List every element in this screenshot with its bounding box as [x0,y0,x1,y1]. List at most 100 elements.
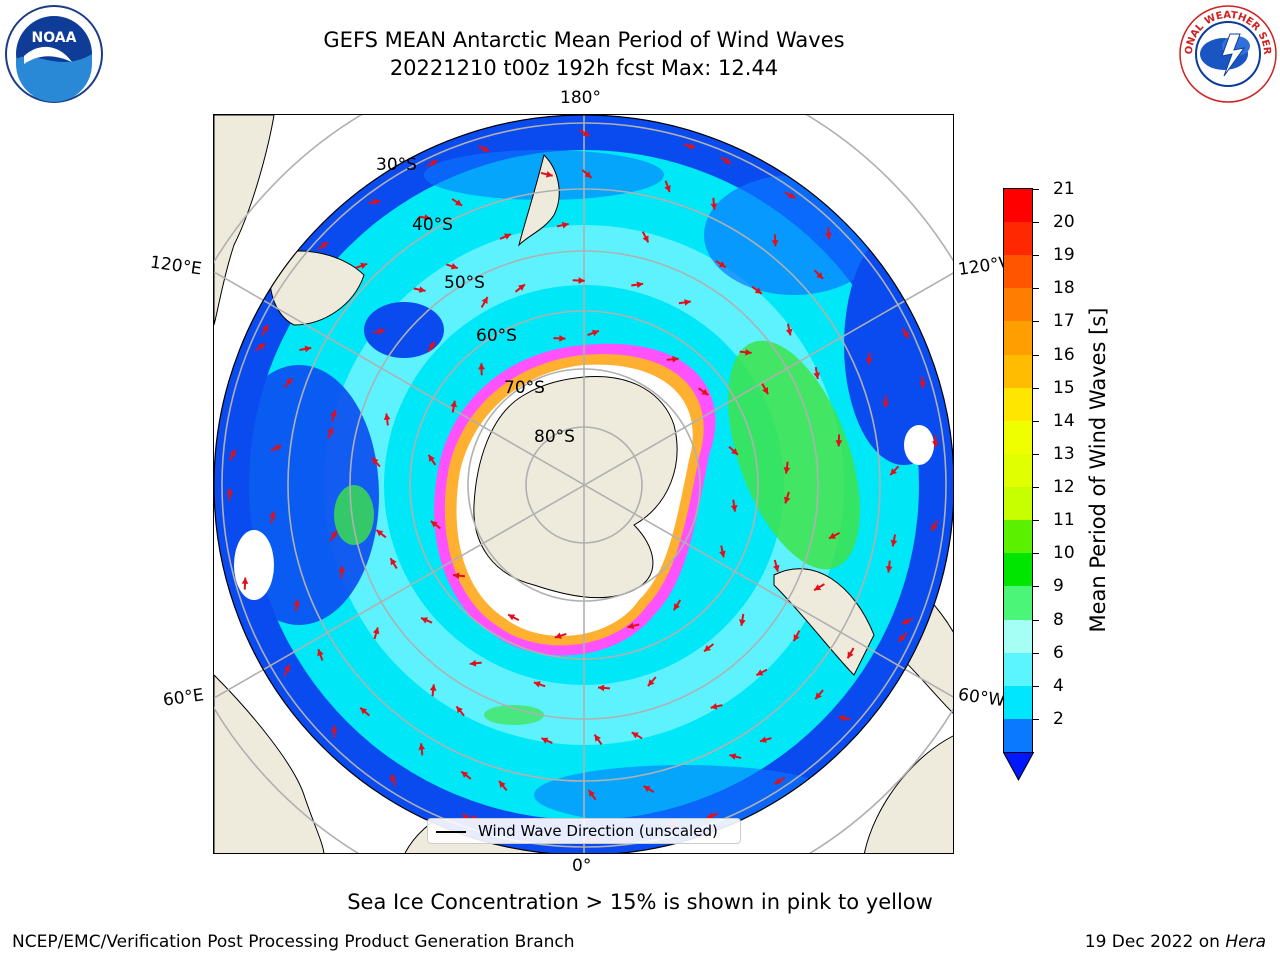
wind-wave-arrow-head [499,781,506,788]
colorbar-tick-mark [1033,718,1039,720]
wind-wave-arrow-head [730,505,738,512]
colorbar-tick-label: 18 [1053,278,1075,299]
wind-wave-arrow-head [701,388,709,396]
map-legend: Wind Wave Direction (unscaled) [427,818,741,844]
wind-wave-arrow-head [390,774,397,782]
footer-branch: NCEP/EMC/Verification Post Processing Pr… [12,932,575,952]
wind-wave-arrow-head [825,232,832,240]
colorbar-tick-label: 12 [1053,477,1075,498]
wind-wave-arrow-head [704,644,711,652]
wind-wave-arrow-head [327,427,334,435]
wind-wave-arrow-head [706,812,714,819]
wind-wave-arrow-head [793,634,800,642]
wind-wave-arrow-head [478,363,485,370]
wind-wave-arrow-head [932,441,939,448]
wind-wave-arrow-head [428,341,435,349]
polar-map: 30°S 40°S 50°S 60°S 70°S 80°S [213,114,954,854]
wind-wave-arrow-head [814,584,822,591]
colorbar-tick-mark [1033,420,1039,422]
wind-wave-arrow-head [455,199,463,206]
colorbar-tick-label: 14 [1053,410,1075,431]
wind-wave-arrow-head [578,277,585,284]
wind-wave-arrow-head [636,281,644,288]
wind-wave-arrow-head [719,550,726,558]
wind-wave-arrow-head [456,706,463,714]
colorbar-tick-label: 17 [1053,311,1075,332]
lat-label-80s: 80°S [534,427,575,447]
footer-date-text: 19 Dec 2022 on [1084,932,1226,952]
graticule [214,115,953,853]
wind-wave-arrow-head [293,599,300,607]
colorbar-tick-label: 8 [1053,609,1064,630]
colorbar-tick-mark [1033,619,1039,621]
wind-wave-arrow-head [274,445,282,452]
wind-wave-arrow-head [330,725,338,732]
colorbar-segment [1004,189,1032,223]
colorbar-segment [1004,387,1032,422]
wind-wave-arrow-head [739,619,746,626]
wind-wave-arrow-head [330,531,337,538]
colorbar-tick-mark [1033,321,1039,323]
wind-wave-arrow-head [672,355,679,363]
lat-label-70s: 70°S [504,378,545,398]
wind-wave-arrow-head [504,233,512,240]
wind-wave-arrow-head [383,413,391,420]
wind-wave-arrow-head [643,786,651,793]
wind-wave-arrow-head [664,185,671,193]
wind-wave-arrow-head [898,634,906,642]
wind-wave-arrow-head [424,214,431,221]
wind-wave-arrow-head [729,753,737,760]
wind-wave-arrow-head [762,387,769,395]
wind-wave-arrow-head [828,532,836,539]
wind-wave-arrow-head [816,272,824,279]
wind-wave-arrow-head [262,324,268,332]
wind-wave-arrow-head [783,496,791,504]
wind-wave-arrow-head [902,618,910,625]
polar-map-canvas: 30°S 40°S 50°S 60°S 70°S 80°S [214,115,953,853]
colorbar-segment [1004,255,1032,289]
wind-wave-arrow-head [376,529,384,537]
wind-wave-arrow-head [594,734,601,742]
wind-wave-arrow-head [561,221,569,229]
colorbar-segment [1004,520,1032,554]
colorbar-tick-label: 19 [1053,245,1075,266]
wind-wave-arrow-head [371,457,379,465]
wind-wave-arrow-head [783,467,791,474]
wind-wave-arrow-head [269,511,276,519]
wind-wave-arrow-head [508,614,516,621]
wind-wave-arrow-head [429,684,437,691]
colorbar-tick-mark [1033,520,1039,522]
wind-wave-arrow-head [450,263,458,270]
wind-wave-arrow-head [360,262,368,270]
wind-wave-arrow-head [559,335,566,342]
lon-label-60e: 60°E [161,685,206,711]
colorbar-segment [1004,652,1032,687]
wind-wave-arrow-head [533,681,541,688]
colorbar-tick-mark [1033,487,1039,489]
colorbar-tick-mark [1033,387,1039,389]
wind-wave-arrow-head [597,684,605,692]
wind-wave-arrow-head [731,448,738,455]
legend-line-swatch [436,831,466,833]
wind-wave-arrow-head [317,649,324,657]
colorbar-segment [1004,718,1032,753]
wind-wave-arrow-head [902,331,909,339]
wind-wave-arrow-head [885,566,893,573]
wind-wave-arrow-head [647,679,655,687]
wind-wave-arrow-head [627,622,635,630]
wind-wave-arrow-head [541,737,549,744]
wind-wave-arrow-head [588,790,596,797]
wind-wave-arrow-head [631,732,639,739]
wind-wave-arrow-head [373,198,381,206]
wind-wave-arrow-head [378,328,385,335]
wind-wave-arrow-head [642,235,649,243]
wind-wave-arrow-head [788,192,796,199]
wind-wave-arrow-head [759,736,767,743]
colorbar-tick-label: 16 [1053,344,1075,365]
wind-wave-arrow-head [338,566,345,573]
wind-wave-arrow-head [774,777,782,784]
colorbar-tick-label: 6 [1053,642,1064,663]
wind-wave-arrow-head [931,524,938,532]
new-zealand [518,154,560,247]
lon-label-120e: 120°E [148,252,203,280]
